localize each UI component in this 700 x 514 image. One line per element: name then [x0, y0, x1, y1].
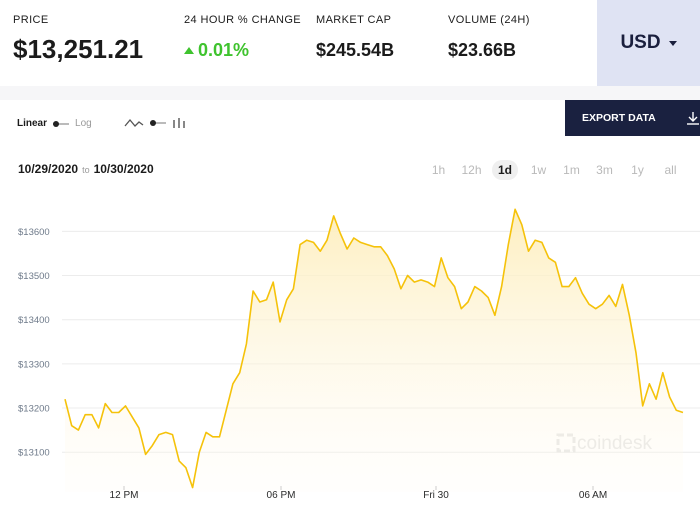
x-tick-label: 06 AM	[579, 490, 607, 501]
x-tick-label: 06 PM	[267, 490, 296, 501]
volume-label: VOLUME (24H)	[448, 14, 530, 26]
price-stat: PRICE $13,251.21	[13, 14, 143, 65]
range-button-all[interactable]: all	[664, 163, 677, 177]
y-tick-label: $13200	[18, 404, 50, 415]
change-value-wrap: 0.01%	[184, 40, 301, 61]
export-data-label: EXPORT DATA	[582, 112, 656, 124]
currency-selector[interactable]: USD	[597, 0, 700, 86]
marketcap-value: $245.54B	[316, 40, 395, 60]
line-chart-icon[interactable]	[124, 117, 144, 129]
marketcap-stat: MARKET CAP $245.54B	[316, 14, 394, 61]
currency-value: USD	[620, 32, 661, 53]
scale-linear-label[interactable]: Linear	[17, 118, 48, 129]
price-value: $13,251.21	[13, 34, 144, 64]
scale-toggle[interactable]: Linear Log	[17, 118, 92, 129]
price-line	[64, 208, 684, 489]
y-tick-label: $13500	[18, 271, 50, 282]
x-axis: 12 PM 06 PM Fri 30 06 AM	[110, 486, 607, 501]
x-tick-label: 12 PM	[110, 490, 139, 501]
range-button-1h[interactable]: 1h	[431, 163, 446, 177]
date-to-word: to	[82, 165, 90, 175]
download-icon	[686, 112, 699, 125]
date-range[interactable]: 10/29/2020 to 10/30/2020	[18, 162, 154, 176]
y-tick-label: $13600	[18, 227, 50, 238]
export-data-button[interactable]: EXPORT DATA	[565, 100, 700, 136]
candlestick-icon[interactable]	[172, 117, 186, 129]
change-label: 24 HOUR % CHANGE	[184, 14, 302, 26]
range-button-3m[interactable]: 3m	[596, 163, 613, 177]
range-button-1y[interactable]: 1y	[631, 163, 644, 177]
scale-switch[interactable]	[53, 120, 70, 127]
section-divider	[0, 86, 700, 100]
range-button-12h[interactable]: 12h	[461, 163, 482, 177]
chart-type-switch[interactable]	[150, 120, 166, 126]
range-button-1w[interactable]: 1w	[530, 163, 547, 177]
volume-value: $23.66B	[448, 40, 517, 60]
time-range-selector: 1h 12h 1d 1w 1m 3m 1y all	[422, 160, 687, 180]
scale-log-label[interactable]: Log	[75, 118, 92, 129]
chevron-down-icon	[668, 40, 677, 46]
y-tick-label: $13400	[18, 315, 50, 326]
up-arrow-icon	[184, 47, 194, 54]
y-axis: $13100 $13200 $13300 $13400 $13500 $13600	[18, 227, 50, 459]
x-tick-label: Fri 30	[423, 490, 449, 501]
y-tick-label: $13100	[18, 448, 50, 459]
change-value: 0.01%	[198, 40, 250, 60]
marketcap-label: MARKET CAP	[316, 14, 392, 26]
date-to[interactable]: 10/30/2020	[93, 162, 154, 176]
y-tick-label: $13300	[18, 359, 50, 370]
range-button-1d[interactable]: 1d	[492, 160, 518, 180]
range-button-1m[interactable]: 1m	[563, 163, 580, 177]
price-area	[65, 209, 683, 493]
volume-stat: VOLUME (24H) $23.66B	[448, 14, 530, 61]
chart-type-toggle[interactable]	[124, 117, 186, 129]
price-label: PRICE	[13, 14, 49, 26]
change-stat: 24 HOUR % CHANGE 0.01%	[184, 14, 301, 61]
stats-bar: PRICE $13,251.21 24 HOUR % CHANGE 0.01% …	[0, 0, 700, 86]
date-from[interactable]: 10/29/2020	[18, 162, 79, 176]
